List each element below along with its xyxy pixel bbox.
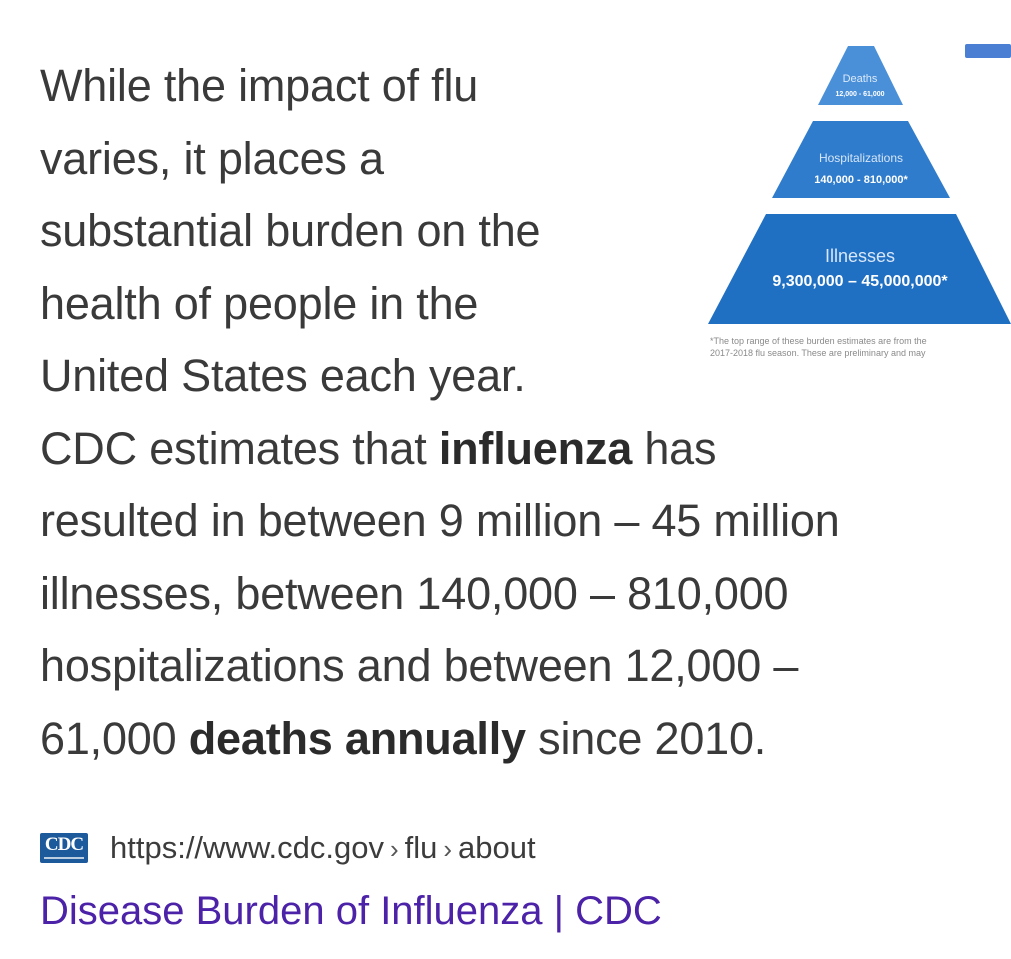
snippet-line: health of people in the: [40, 277, 479, 329]
snippet-line: While the impact of flu: [40, 60, 479, 111]
snippet-line: varies, it places a: [40, 132, 384, 184]
cdc-logo-icon: CDC: [40, 833, 88, 863]
result-title-link[interactable]: Disease Burden of Influenza | CDC: [40, 889, 662, 933]
snippet-bold-term: influenza: [438, 422, 633, 474]
pyramid-tier-hospitalizations-value: 140,000 - 810,000*: [814, 174, 908, 186]
breadcrumb-separator: ›: [443, 834, 453, 864]
pyramid-tier-illnesses-value: 9,300,000 – 45,000,000*: [772, 273, 948, 290]
pyramid-tier-illnesses: [708, 214, 1011, 324]
pyramid-footnote-line: 2017-2018 flu season. These are prelimin…: [710, 348, 926, 358]
snippet-line: 61,000 deaths annually since 2010.: [40, 703, 1011, 776]
pyramid-tier-illnesses-label: Illnesses: [825, 246, 895, 266]
snippet-line: substantial burden on the: [40, 205, 541, 256]
cdc-logo-text: CDC: [44, 834, 84, 855]
result-url-breadcrumb[interactable]: https://www.cdc.gov › flu › about: [110, 830, 536, 866]
breadcrumb-item-flu: flu: [404, 830, 438, 865]
snippet-line: United States each year.: [40, 350, 526, 401]
featured-snippet-text: While the impact of flu varies, it place…: [40, 50, 1011, 775]
pyramid-tier-deaths-label: Deaths: [843, 73, 878, 85]
snippet-bold-term: deaths annually: [188, 712, 526, 764]
result-url-base: https://www.cdc.gov: [110, 830, 384, 865]
pyramid-tier-hospitalizations-label: Hospitalizations: [819, 151, 903, 165]
snippet-line: CDC estimates that influenza has: [40, 413, 1011, 486]
snippet-line: resulted in between 9 million – 45 milli…: [40, 495, 840, 546]
snippet-text: 61,000: [40, 712, 189, 764]
breadcrumb-separator: ›: [389, 834, 399, 864]
pyramid-tier-deaths-value: 12,000 - 61,000: [835, 91, 884, 98]
snippet-line: hospitalizations and between 12,000 –: [40, 640, 799, 691]
thumbnail-corner-tab: [965, 44, 1011, 58]
snippet-text: has: [632, 422, 717, 474]
snippet-line: illnesses, between 140,000 – 810,000: [40, 567, 789, 619]
result-source-row[interactable]: CDC https://www.cdc.gov › flu › about: [40, 828, 536, 868]
snippet-text: CDC estimates that: [40, 422, 439, 474]
pyramid-tier-deaths: [818, 46, 903, 105]
snippet-text: since 2010.: [525, 712, 767, 764]
pyramid-footnote-line: *The top range of these burden estimates…: [710, 336, 927, 346]
pyramid-graphic: Deaths 12,000 - 61,000 Hospitalizations …: [708, 44, 1011, 358]
pyramid-thumbnail-image[interactable]: Deaths 12,000 - 61,000 Hospitalizations …: [700, 38, 1011, 368]
breadcrumb-item-about: about: [458, 830, 536, 865]
pyramid-tier-hospitalizations: [772, 121, 950, 198]
